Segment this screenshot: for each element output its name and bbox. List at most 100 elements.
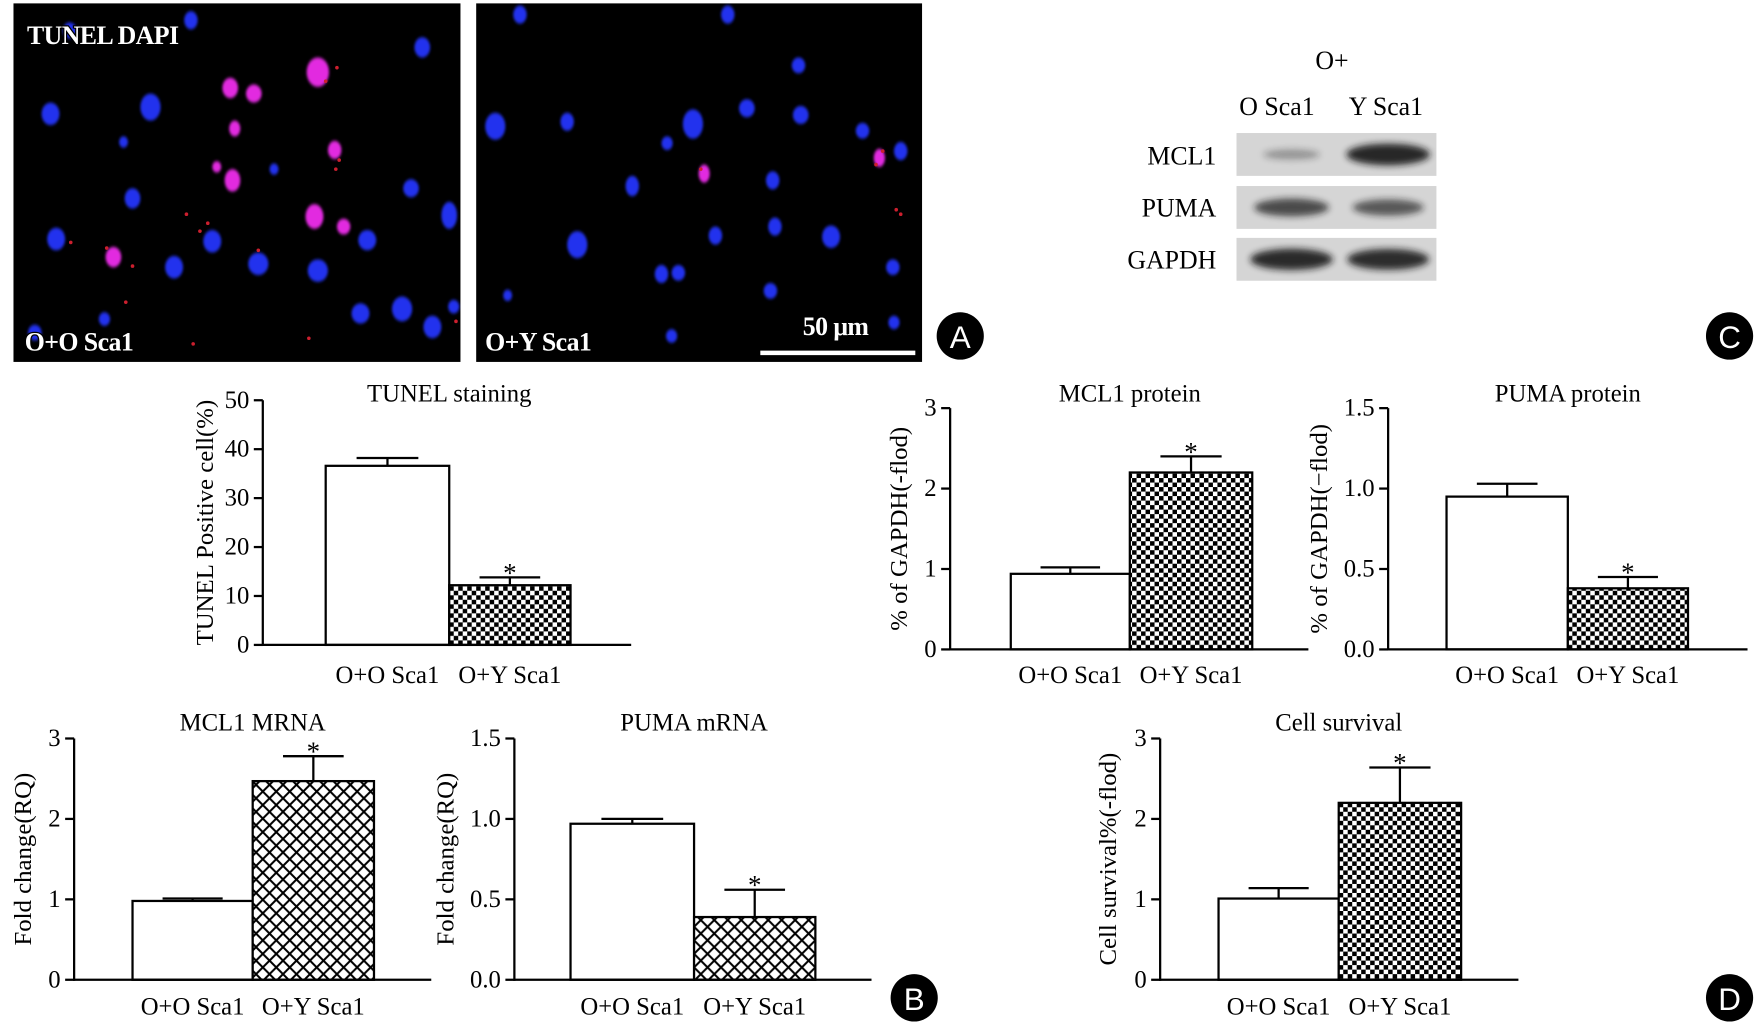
x-tick-label: O+Y Sca1 [703, 994, 806, 1021]
significance-marker: * [503, 558, 516, 588]
micro-image-o-o-sca1: TUNEL DAPI O+O Sca1 [13, 3, 461, 362]
tunel-speckle [335, 65, 339, 70]
dapi-nucleus [791, 57, 806, 74]
y-tick-label: 2 [924, 475, 936, 502]
y-axis-label: % of GAPDH(−flod) [1306, 424, 1333, 634]
tunel-speckle [130, 264, 135, 268]
significance-marker: * [1621, 558, 1634, 588]
left-image-label: O+O Sca1 [25, 328, 134, 357]
x-tick-label: O+O Sca1 [1455, 662, 1559, 689]
y-tick-label: 0 [1134, 966, 1146, 993]
mcl1-protein-chart: MCL1 protein % of GAPDH(-flod) O+O Sca1 * O+… [886, 380, 1309, 689]
tunel-speckle [198, 229, 202, 233]
tunel-speckle [454, 319, 458, 324]
blot-strip-mcl1 [1236, 133, 1437, 176]
dapi-nucleus [391, 296, 413, 322]
dapi-nucleus [893, 142, 908, 161]
dapi-nucleus [765, 171, 780, 190]
y-tick-label: 3 [924, 395, 936, 422]
panel-badge-b: B [890, 974, 938, 1022]
dapi-nucleus [119, 136, 129, 148]
tunel-speckle [256, 248, 261, 253]
puma-protein-chart: PUMA protein % of GAPDH(−flod) O+O Sca1 * O+… [1306, 380, 1748, 689]
chart-title: MCL1 protein [1059, 380, 1201, 407]
y-tick-label: 1.0 [470, 805, 501, 832]
dapi-nucleus [721, 5, 735, 24]
dapi-nucleus [625, 175, 640, 197]
dapi-nucleus [886, 259, 900, 276]
dapi-nucleus [184, 11, 198, 30]
bar [1217, 897, 1340, 981]
x-tick-label: O+Y Sca1 [1576, 662, 1679, 689]
blot-band [1250, 248, 1333, 270]
bar [131, 899, 254, 981]
tunel-positive-nucleus [873, 148, 885, 167]
blot-band [1263, 149, 1320, 160]
y-tick-label: 2 [1134, 805, 1146, 832]
cell-survival-chart: Cell survival Cell survival%(-flod) O+O Sc… [1095, 710, 1519, 1021]
badge-circle [1705, 312, 1754, 360]
panel-badge-a: A [936, 312, 984, 360]
dapi-nucleus [567, 231, 588, 259]
dapi-nucleus [403, 179, 419, 198]
tunel-speckle [68, 240, 73, 245]
dapi-nucleus [763, 282, 778, 299]
y-tick-label: 1.5 [1344, 395, 1375, 422]
chart-title: Cell survival [1275, 710, 1402, 737]
bar [1337, 801, 1463, 981]
y-tick-label: 0 [237, 631, 249, 658]
dapi-nucleus [358, 230, 377, 251]
y-tick-label: 2 [48, 805, 60, 832]
dapi-nucleus [248, 252, 269, 276]
micro-image-background [476, 3, 923, 362]
y-tick-label: 0 [48, 966, 60, 993]
y-tick-label: 50 [225, 387, 250, 414]
bar [692, 915, 817, 981]
nuclei-layer [485, 5, 908, 343]
y-tick-label: 30 [225, 485, 250, 512]
x-tick-label: O+O Sca1 [1227, 994, 1331, 1021]
dapi-nucleus [671, 264, 686, 281]
badge-circle [1705, 974, 1754, 1022]
x-tick-label: O+O Sca1 [336, 662, 440, 689]
y-axis-label: Fold change(RQ) [432, 773, 459, 946]
tunel-positive-nucleus [245, 84, 262, 103]
tunel-speckle [894, 207, 899, 212]
blot-strip-puma [1236, 186, 1437, 229]
dapi-nucleus [503, 289, 513, 302]
stain-label: TUNEL DAPI [27, 21, 179, 50]
y-tick-label: 1.0 [1344, 475, 1375, 502]
y-axis-label: % of GAPDH(-flod) [886, 427, 913, 631]
y-tick-label: 40 [225, 436, 250, 463]
tunel-speckle [874, 162, 878, 167]
dapi-nucleus [414, 37, 431, 58]
blot-band [1346, 143, 1430, 166]
y-tick-label: 3 [48, 725, 60, 752]
y-tick-label: 1 [1134, 886, 1146, 913]
tunel-speckle [205, 221, 210, 226]
badge-circle [890, 974, 938, 1022]
tunel-speckle [337, 158, 341, 162]
y-tick-label: 3 [1134, 725, 1146, 752]
tunel-positive-nucleus [105, 246, 122, 268]
dapi-nucleus [307, 259, 328, 282]
x-tick-label: O+Y Sca1 [458, 662, 561, 689]
tunel-positive-nucleus [698, 164, 710, 183]
tunel-speckle [699, 167, 703, 171]
significance-marker: * [307, 737, 320, 767]
bar [1128, 471, 1254, 651]
tunel-positive-nucleus [222, 77, 239, 99]
blot-row-label: GAPDH [1127, 245, 1216, 274]
dapi-nucleus [203, 230, 222, 253]
tunel-speckle [104, 246, 109, 250]
blot-row-label: PUMA [1142, 193, 1217, 222]
tunel-positive-nucleus [229, 120, 241, 137]
y-tick-label: 0.5 [1344, 555, 1375, 582]
chart-title: TUNEL staining [367, 380, 531, 407]
blot-lane-label: O Sca1 [1239, 92, 1314, 121]
panel-c-western-blot: O+ O Sca1 Y Sca1 MCL1 PUMA GAPDH C [1127, 46, 1754, 360]
dapi-nucleus [665, 329, 678, 343]
dapi-nucleus [654, 264, 669, 283]
y-tick-label: 1 [924, 555, 936, 582]
y-axis-label: Cell survival%(-flod) [1095, 753, 1122, 966]
